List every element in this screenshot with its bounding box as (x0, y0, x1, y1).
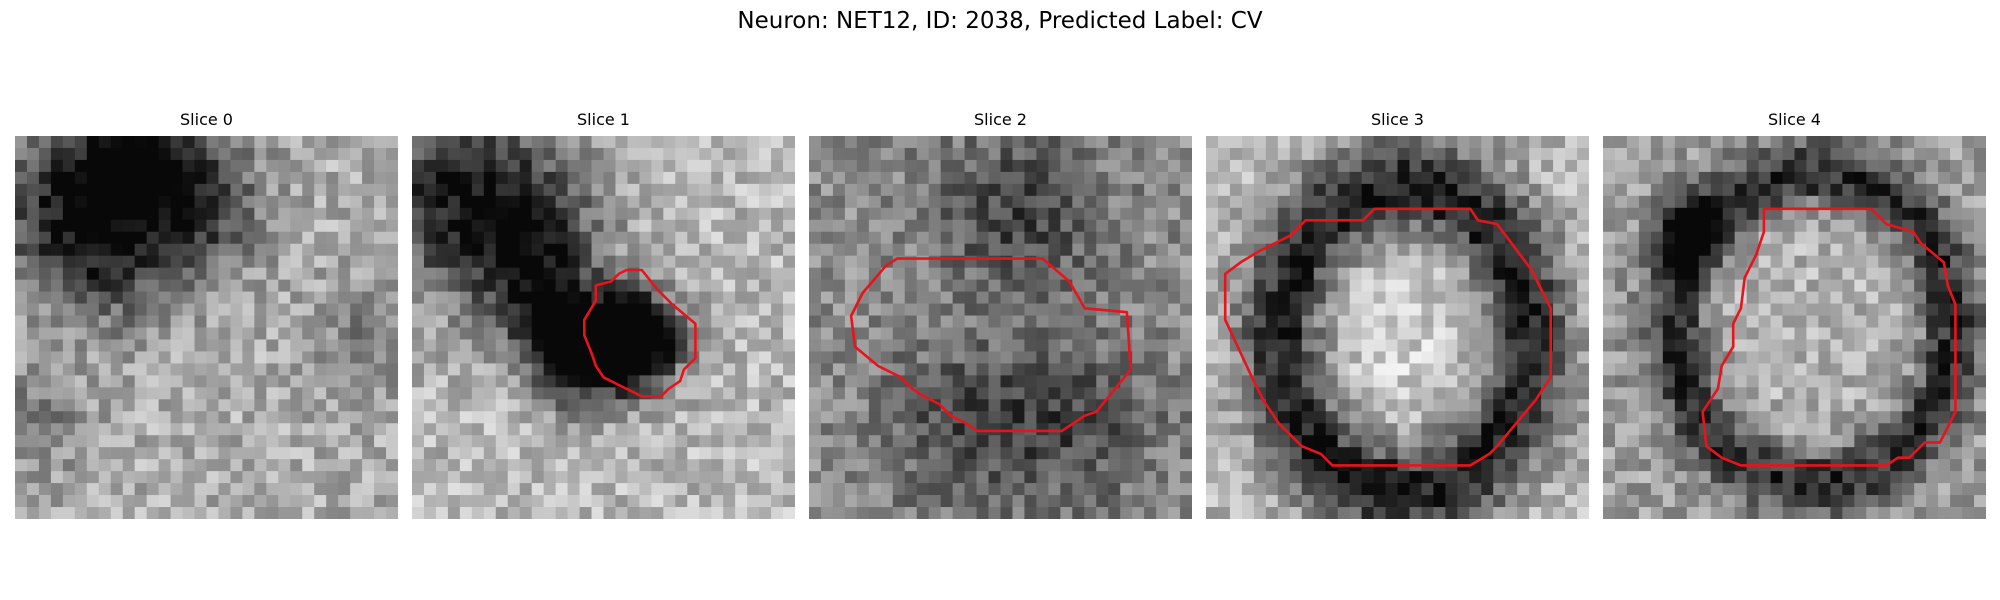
slice-panel-0: Slice 0 (15, 108, 398, 519)
roi-contour (583, 268, 697, 398)
slice-image-1 (412, 136, 795, 519)
slice-title: Slice 2 (974, 110, 1027, 129)
slice-image-0 (15, 136, 398, 519)
slice-panel-2: Slice 2 (809, 108, 1192, 519)
slice-title: Slice 4 (1768, 110, 1821, 129)
roi-contour (1223, 207, 1553, 467)
slice-image-2 (809, 136, 1192, 519)
slice-panel-3: Slice 3 (1206, 108, 1589, 519)
figure-title: Neuron: NET12, ID: 2038, Predicted Label… (737, 8, 1263, 34)
slice-image-3 (1206, 136, 1589, 519)
roi-contour (849, 257, 1133, 433)
slice-title: Slice 3 (1371, 110, 1424, 129)
slice-image-4 (1603, 136, 1986, 519)
slice-title: Slice 1 (577, 110, 630, 129)
roi-contour (1701, 207, 1957, 467)
slice-panel-4: Slice 4 (1603, 108, 1986, 519)
slice-panel-1: Slice 1 (412, 108, 795, 519)
slice-title: Slice 0 (180, 110, 233, 129)
